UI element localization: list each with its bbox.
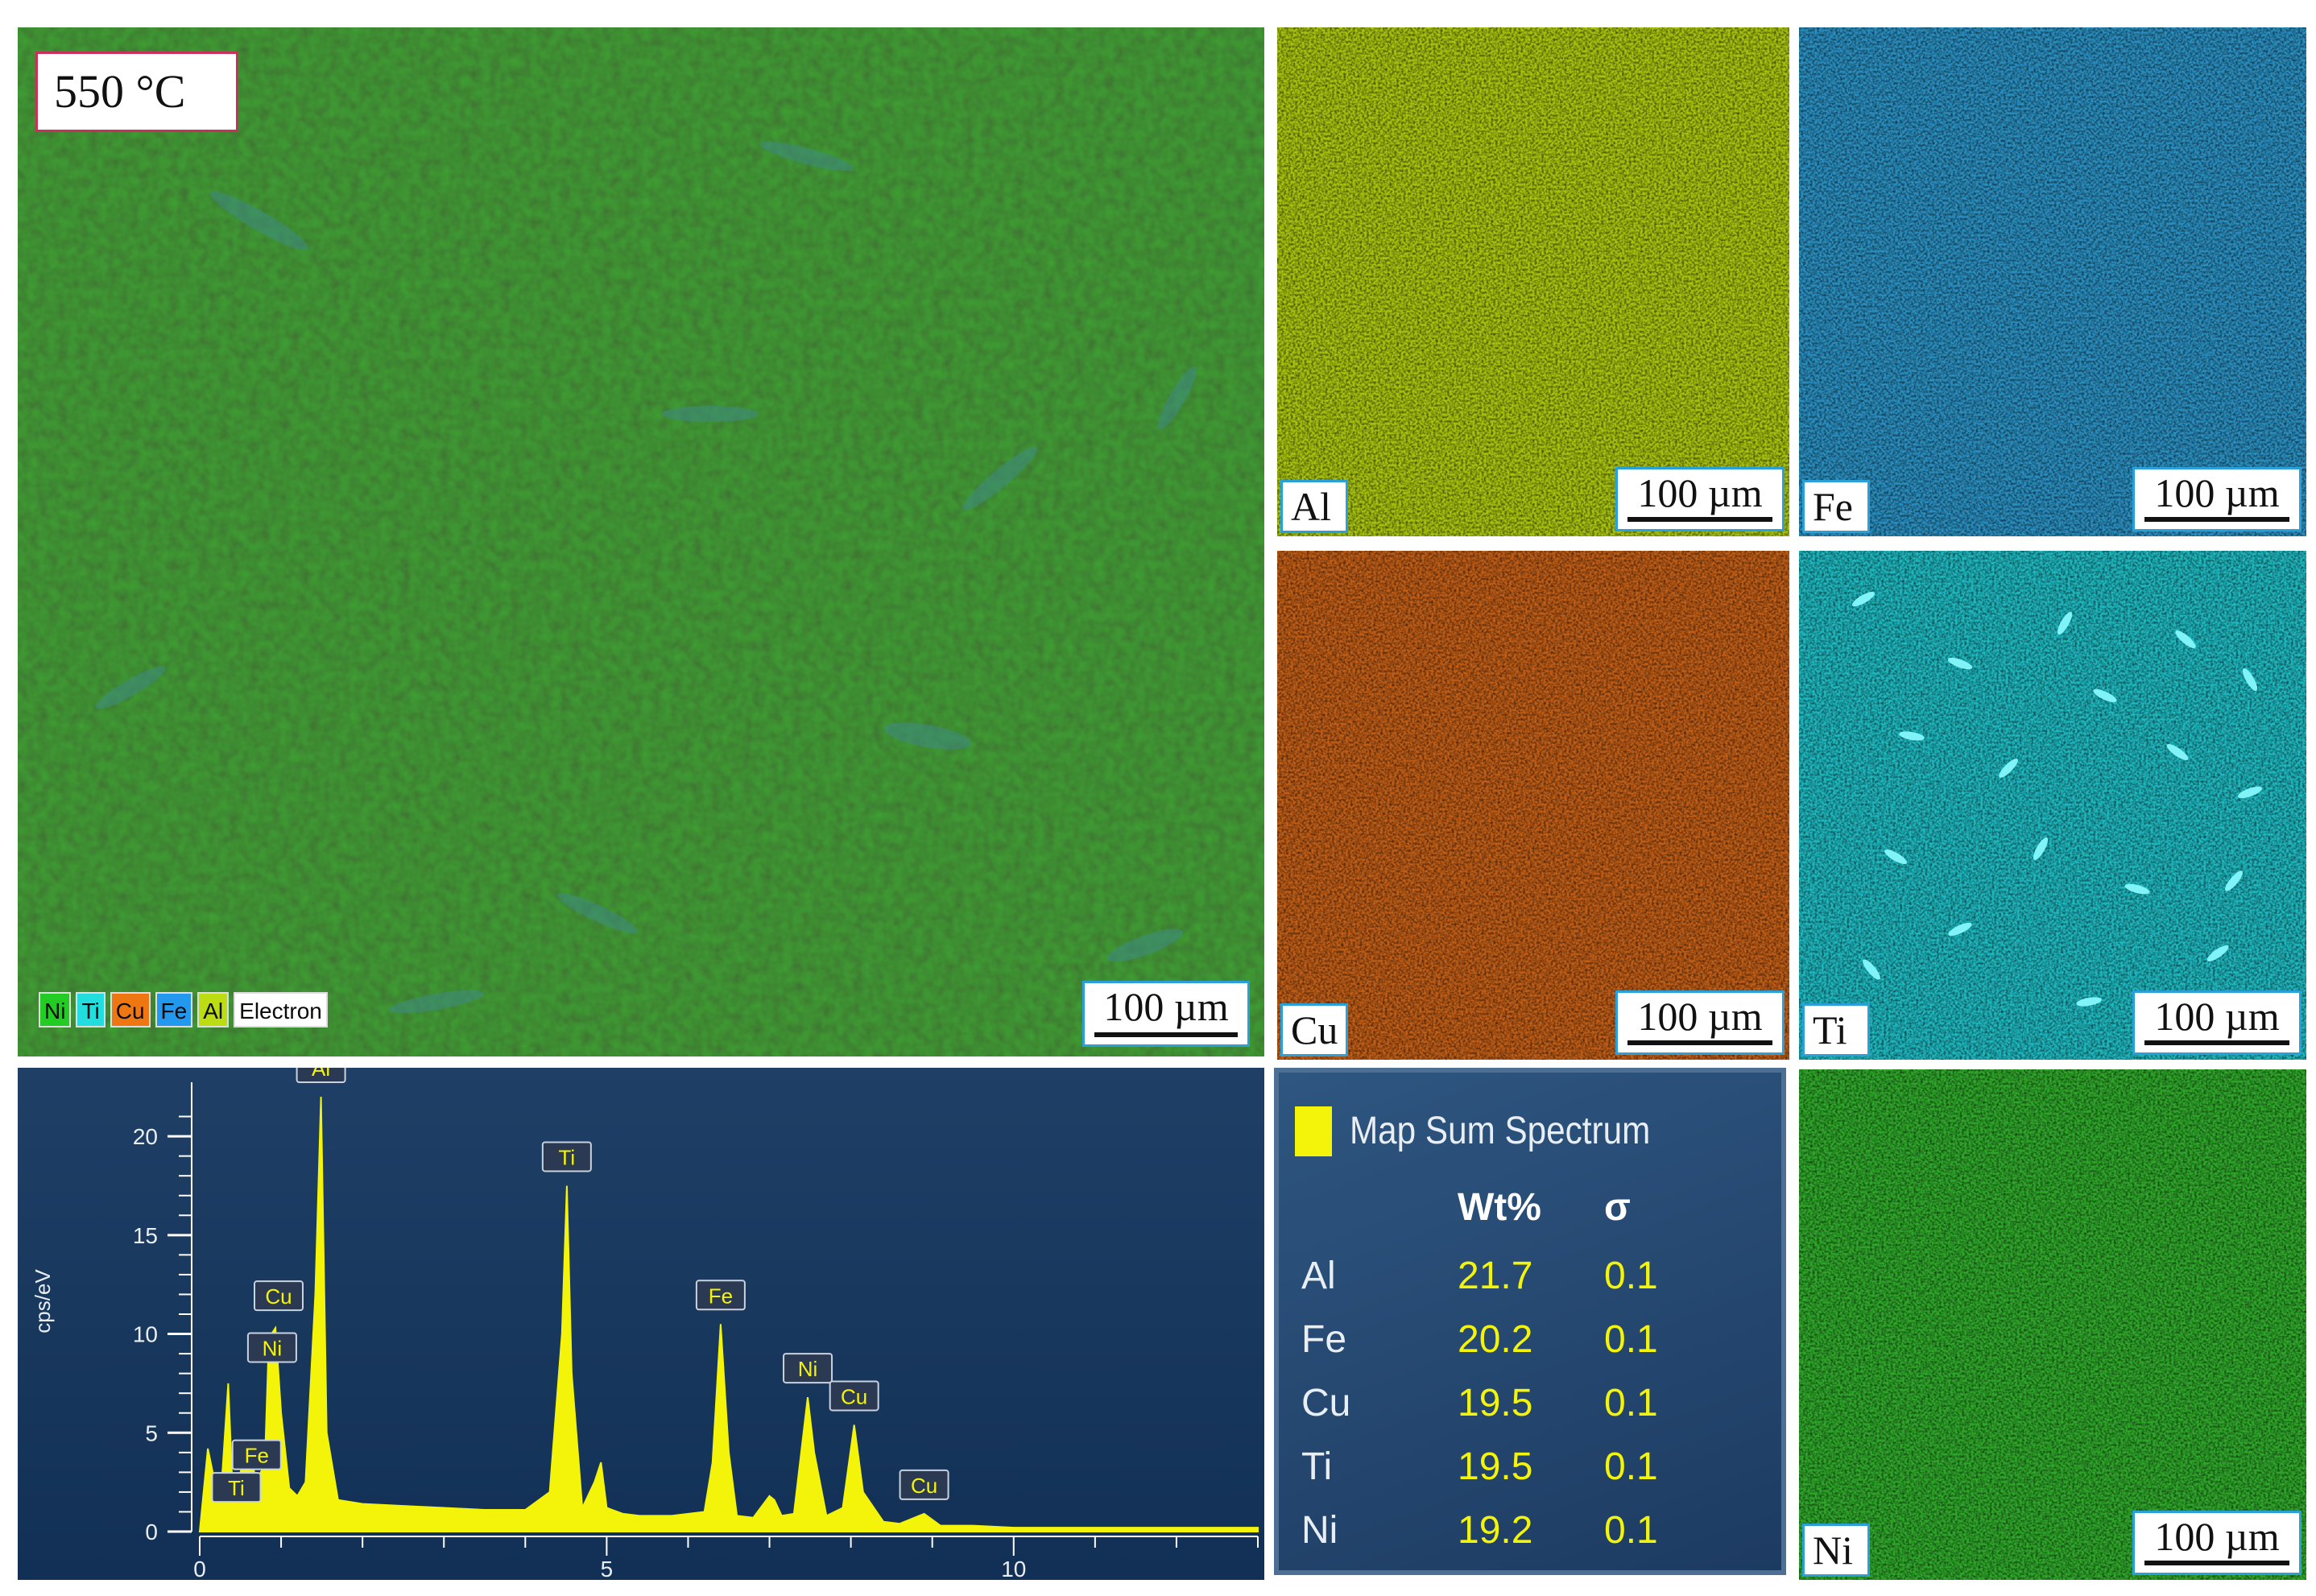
column-header-sigma: σ [1604, 1186, 1631, 1229]
element-map-scale-bar: 100 µm [1615, 990, 1785, 1055]
row-wt: 20.2 [1458, 1318, 1533, 1361]
table-row: Ti 19.5 0.1 [1279, 1439, 1781, 1495]
row-sigma: 0.1 [1604, 1445, 1658, 1488]
row-wt: 21.7 [1458, 1255, 1533, 1297]
peak-label-box [246, 1332, 297, 1363]
x-tick-label: 10 [1001, 1557, 1026, 1580]
scale-bar-line [2144, 1040, 2289, 1045]
element-map-texture [1799, 27, 2306, 536]
legend-chip-electron: Electron [234, 992, 328, 1027]
row-wt: 19.2 [1458, 1509, 1533, 1552]
y-axis-label: cps/eV [31, 1269, 55, 1333]
element-map-scale-bar: 100 µm [2132, 467, 2302, 531]
row-element: Al [1301, 1255, 1336, 1297]
element-map-label: Al [1280, 480, 1348, 533]
row-wt: 19.5 [1458, 1445, 1533, 1488]
element-map-scale-bar: 100 µm [2132, 990, 2302, 1055]
table-row: Ni 19.2 0.1 [1279, 1503, 1781, 1559]
table-row: Cu 19.5 0.1 [1279, 1375, 1781, 1432]
row-sigma: 0.1 [1604, 1318, 1658, 1361]
element-map-label: Ti [1802, 1003, 1870, 1056]
scale-bar-label: 100 µm [1103, 984, 1229, 1029]
row-element: Fe [1301, 1318, 1347, 1361]
peak-label: Al [312, 1068, 330, 1081]
peak-label: Fe [709, 1284, 733, 1308]
legend-chip-ti: Ti [76, 992, 105, 1027]
scale-bar-main: 100 µm [1082, 981, 1250, 1047]
y-tick-label: 15 [133, 1223, 158, 1248]
legend-chip-cu: Cu [110, 992, 151, 1027]
scale-bar-label: 100 µm [2154, 1514, 2280, 1559]
peak-label: Cu [841, 1384, 867, 1408]
map-sum-table: Map Sum Spectrum Wt% σ Al 21.7 0.1 Fe 20… [1274, 1068, 1786, 1575]
table-row: Al 21.7 0.1 [1279, 1248, 1781, 1305]
element-map-scale-bar: 100 µm [2132, 1511, 2302, 1575]
legend-chip-ni: Ni [39, 992, 72, 1027]
row-sigma: 0.1 [1604, 1509, 1658, 1552]
spectrum-color-swatch [1295, 1106, 1332, 1156]
scale-bar-line [1627, 1040, 1772, 1045]
composite-map-texture [18, 27, 1264, 1056]
peak-label: Ti [228, 1476, 245, 1500]
row-wt: 19.5 [1458, 1382, 1533, 1424]
element-map-texture [1799, 1069, 2306, 1580]
row-element: Cu [1301, 1382, 1351, 1424]
peak-label: Ti [559, 1145, 576, 1169]
element-map-texture [1277, 551, 1789, 1060]
peak-label: Ni [263, 1336, 283, 1360]
element-map-ni: Ni 100 µm [1799, 1069, 2306, 1580]
element-map-label: Fe [1802, 480, 1870, 533]
peak-label-box [541, 1141, 592, 1172]
legend-chip-al: Al [197, 992, 230, 1027]
eds-spectrum-chart: 0 5 10 15 20 cps/eV 0 5 10 Al Ti Cu Ni Fe Ni Cu Fe Ti Cu [18, 1068, 1264, 1580]
scale-bar-label: 100 µm [1637, 470, 1763, 515]
table-title: Map Sum Spectrum [1350, 1110, 1651, 1152]
peak-label: Fe [245, 1444, 269, 1468]
scale-bar-label: 100 µm [2154, 994, 2280, 1039]
y-tick-label: 5 [145, 1420, 158, 1445]
peak-label-box [211, 1472, 262, 1503]
element-map-label: Ni [1802, 1524, 1870, 1577]
peak-label-box [899, 1469, 949, 1500]
row-element: Ni [1301, 1509, 1338, 1552]
temperature-label: 550 °C [35, 52, 238, 132]
element-map-texture [1277, 27, 1789, 536]
element-map-fe: Fe 100 µm [1799, 27, 2306, 536]
peak-label-box [296, 1068, 346, 1083]
peak-label-box [231, 1439, 282, 1470]
y-tick-label: 10 [133, 1322, 158, 1347]
scale-bar-line [1627, 517, 1772, 522]
peak-label-box [783, 1353, 833, 1384]
scale-bar-line [2144, 1561, 2289, 1565]
legend-chip-fe: Fe [155, 992, 193, 1027]
element-map-texture [1799, 551, 2306, 1060]
scale-bar-line [2144, 517, 2289, 522]
element-map-cu: Cu 100 µm [1277, 551, 1789, 1060]
element-map-scale-bar: 100 µm [1615, 467, 1785, 531]
peak-label: Cu [265, 1284, 292, 1309]
peak-label-box [254, 1280, 304, 1312]
x-tick-label: 0 [193, 1557, 206, 1580]
element-map-al: Al 100 µm [1277, 27, 1789, 536]
peak-label-box [695, 1280, 746, 1311]
element-legend: Ni Ti Cu Fe Al Electron [39, 992, 328, 1027]
composite-map: 550 °C Ni Ti Cu Fe Al Electron 100 µm [18, 27, 1264, 1056]
y-tick-label: 0 [145, 1520, 158, 1544]
row-sigma: 0.1 [1604, 1255, 1658, 1297]
row-sigma: 0.1 [1604, 1382, 1658, 1424]
element-map-label: Cu [1280, 1003, 1349, 1056]
table-row: Fe 20.2 0.1 [1279, 1312, 1781, 1368]
scale-bar-label: 100 µm [2154, 470, 2280, 515]
x-tick-label: 5 [601, 1557, 614, 1580]
element-map-ti: Ti 100 µm [1799, 551, 2306, 1060]
scale-bar-line [1094, 1032, 1238, 1037]
peak-label: Cu [911, 1474, 937, 1498]
y-tick-label: 20 [133, 1124, 158, 1149]
row-element: Ti [1301, 1445, 1333, 1488]
column-header-wt: Wt% [1458, 1186, 1541, 1229]
scale-bar-label: 100 µm [1637, 994, 1763, 1039]
peak-label-box [829, 1380, 879, 1412]
peak-label: Ni [798, 1357, 818, 1381]
